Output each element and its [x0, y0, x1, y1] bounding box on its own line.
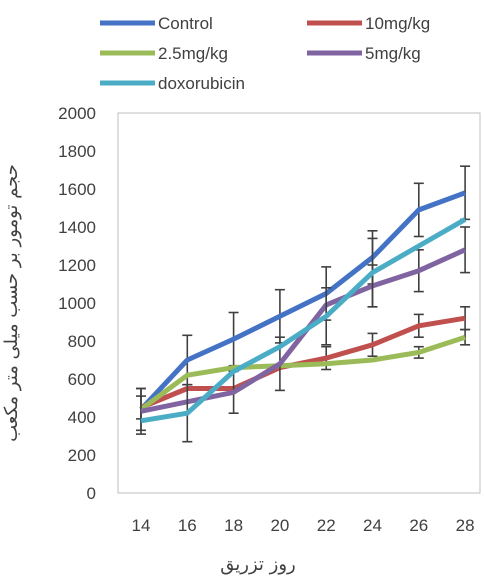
y-tick-label: 800	[68, 332, 96, 351]
series-doxorubicin	[140, 217, 467, 443]
x-tick-label: 18	[224, 516, 243, 535]
x-tick-label: 22	[317, 516, 336, 535]
legend-label: doxorubicin	[158, 74, 245, 93]
x-tick-label: 20	[270, 516, 289, 535]
legend-label: 2.5mg/kg	[158, 44, 228, 63]
y-axis-title: حجم تومور بر حسب میلی متر مکعب	[1, 164, 22, 442]
y-tick-label: 1400	[58, 218, 96, 237]
x-tick-label: 14	[132, 516, 151, 535]
series-line	[140, 217, 467, 424]
legend: Control 10mg/kg 2.5mg/kg 5mg/kg doxorubicin	[100, 14, 430, 93]
x-tick-label: 28	[456, 516, 475, 535]
legend-item: doxorubicin	[100, 74, 245, 93]
y-tick-label: 1600	[58, 180, 96, 199]
legend-label: 5mg/kg	[365, 44, 421, 63]
y-tick-label: 0	[87, 484, 96, 503]
x-tick-label: 16	[178, 516, 197, 535]
y-tick-label: 1200	[58, 256, 96, 275]
x-axis-title: روز تزریق	[220, 554, 295, 575]
legend-item: 2.5mg/kg	[100, 44, 228, 63]
x-tick-label: 24	[363, 516, 382, 535]
legend-item: Control	[100, 14, 213, 33]
y-tick-label: 1800	[58, 142, 96, 161]
y-tick-label: 400	[68, 408, 96, 427]
legend-label: Control	[158, 14, 213, 33]
legend-label: 10mg/kg	[365, 14, 430, 33]
series-line	[139, 190, 466, 412]
legend-item: 10mg/kg	[307, 14, 430, 33]
series-line	[139, 334, 466, 412]
plot-area-border	[117, 112, 481, 494]
y-tick-label: 2000	[58, 104, 96, 123]
legend-item: 5mg/kg	[307, 44, 421, 63]
y-axis: 0 200 400 600 800 1000 1200 1400 1600 1800 2000	[58, 104, 96, 503]
series-2-5mg-kg	[139, 328, 471, 412]
y-tick-label: 1000	[58, 294, 96, 313]
x-axis: 14 16 18 20 22 24 26 28	[132, 516, 475, 535]
y-tick-label: 600	[68, 370, 96, 389]
series-layer	[136, 165, 471, 443]
x-tick-label: 26	[409, 516, 428, 535]
y-tick-label: 200	[68, 446, 96, 465]
